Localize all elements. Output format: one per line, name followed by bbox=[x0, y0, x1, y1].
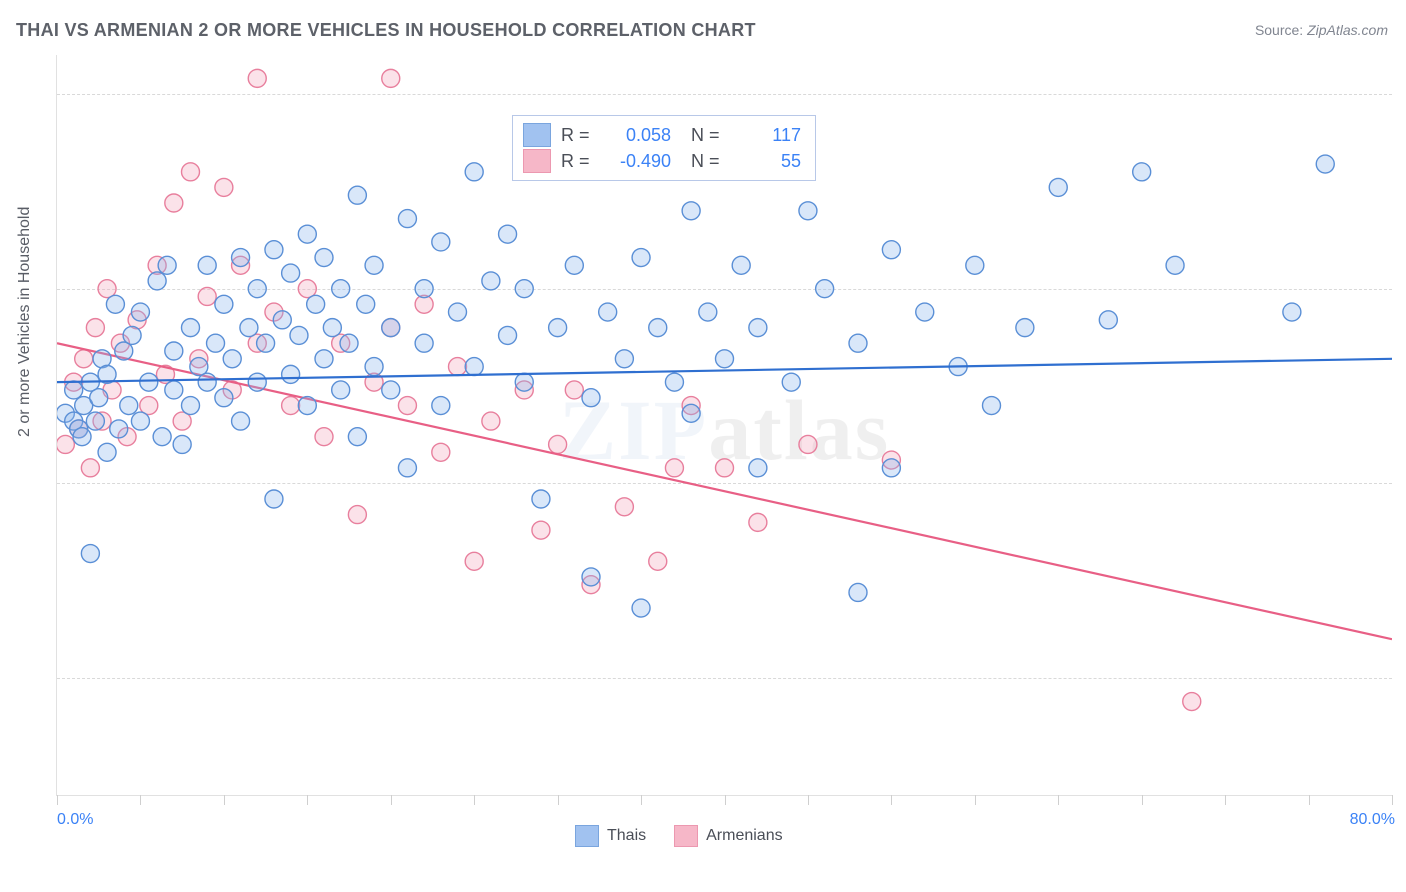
legend-n-thais: 117 bbox=[731, 125, 801, 146]
legend-item-thais: Thais bbox=[575, 825, 646, 847]
source-prefix: Source: bbox=[1255, 22, 1307, 38]
legend-swatch-thais-bottom bbox=[575, 825, 599, 847]
legend-swatch-thais bbox=[523, 123, 551, 147]
y-axis-label: 2 or more Vehicles in Household bbox=[16, 207, 34, 437]
legend-swatch-armenians-bottom bbox=[674, 825, 698, 847]
legend-r-armenians: -0.490 bbox=[601, 151, 671, 172]
legend-correlation: R = 0.058 N = 117 R = -0.490 N = 55 bbox=[512, 115, 816, 181]
x-tick-label-min: 0.0% bbox=[57, 811, 93, 829]
source-attribution: Source: ZipAtlas.com bbox=[1255, 22, 1388, 38]
chart-frame: THAI VS ARMENIAN 2 OR MORE VEHICLES IN H… bbox=[0, 0, 1406, 892]
legend-item-armenians: Armenians bbox=[674, 825, 782, 847]
chart-title: THAI VS ARMENIAN 2 OR MORE VEHICLES IN H… bbox=[16, 20, 756, 41]
legend-r-label-2: R = bbox=[561, 151, 591, 172]
legend-r-label: R = bbox=[561, 125, 591, 146]
legend-n-label-2: N = bbox=[691, 151, 721, 172]
legend-row-armenians: R = -0.490 N = 55 bbox=[523, 148, 801, 174]
legend-label-armenians: Armenians bbox=[706, 827, 782, 844]
legend-r-thais: 0.058 bbox=[601, 125, 671, 146]
legend-n-label: N = bbox=[691, 125, 721, 146]
legend-n-armenians: 55 bbox=[731, 151, 801, 172]
x-tick-label-max: 80.0% bbox=[1350, 811, 1395, 829]
legend-label-thais: Thais bbox=[607, 827, 646, 844]
legend-swatch-armenians bbox=[523, 149, 551, 173]
legend-series: Thais Armenians bbox=[575, 825, 783, 847]
source-name: ZipAtlas.com bbox=[1307, 22, 1388, 38]
legend-row-thais: R = 0.058 N = 117 bbox=[523, 122, 801, 148]
plot-area: ZIPatlas 25.0%50.0%75.0%100.0% 0.0% 80.0… bbox=[56, 55, 1392, 796]
